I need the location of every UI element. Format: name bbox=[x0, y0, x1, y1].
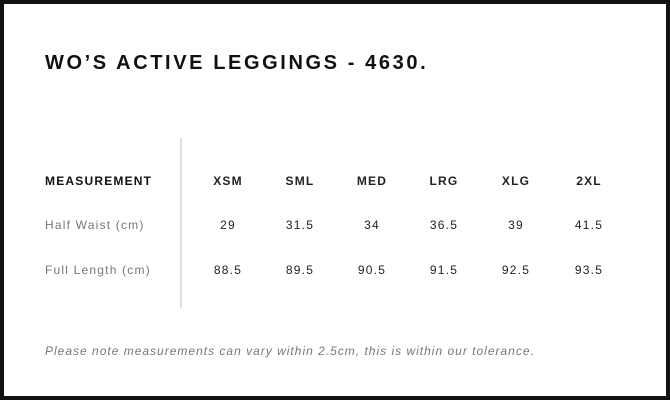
table-cell: 41.5 bbox=[574, 218, 604, 232]
size-header: 2XL bbox=[576, 174, 602, 188]
table-cell: 34 bbox=[364, 218, 380, 232]
tolerance-note: Please note measurements can vary within… bbox=[45, 344, 535, 358]
table-cell: 31.5 bbox=[285, 218, 315, 232]
table-cell: 91.5 bbox=[429, 263, 459, 277]
table-cell: 88.5 bbox=[213, 263, 243, 277]
size-header: XSM bbox=[213, 174, 243, 188]
row-label: Half Waist (cm) bbox=[45, 218, 145, 232]
table-cell: 93.5 bbox=[574, 263, 604, 277]
table-cell: 89.5 bbox=[285, 263, 315, 277]
table-cell: 36.5 bbox=[429, 218, 459, 232]
size-header: XLG bbox=[501, 174, 531, 188]
page-title: WO’S ACTIVE LEGGINGS - 4630. bbox=[45, 52, 429, 74]
size-header: MED bbox=[356, 174, 388, 188]
row-label: Full Length (cm) bbox=[45, 263, 151, 277]
table-cell: 39 bbox=[508, 218, 524, 232]
size-header: SML bbox=[285, 174, 315, 188]
size-header: LRG bbox=[429, 174, 459, 188]
table-cell: 90.5 bbox=[357, 263, 387, 277]
measurement-header: MEASUREMENT bbox=[45, 174, 153, 188]
table-cell: 92.5 bbox=[501, 263, 531, 277]
column-divider bbox=[180, 138, 182, 308]
table-cell: 29 bbox=[220, 218, 236, 232]
